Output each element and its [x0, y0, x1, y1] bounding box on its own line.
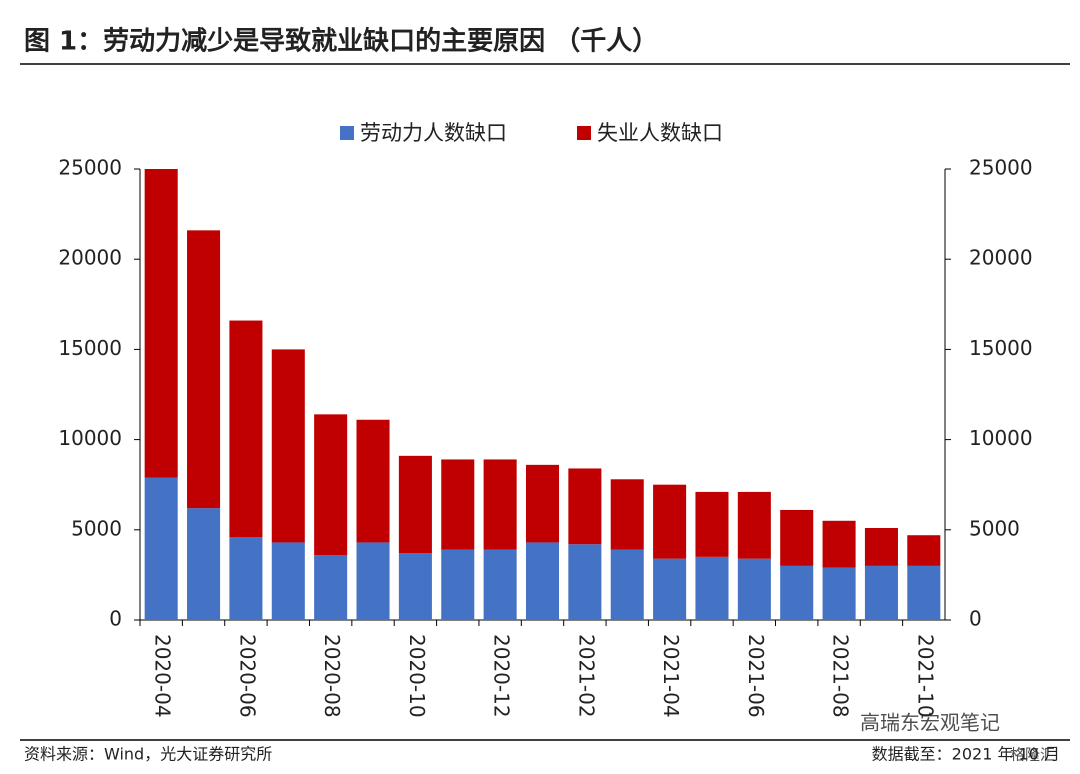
x-tick-label: 2020-08: [320, 634, 344, 718]
bar-segment: [653, 484, 687, 559]
x-tick-label: 2020-12: [490, 634, 514, 718]
bar-segment: [229, 537, 263, 620]
bar-segment: [229, 320, 263, 538]
bar-segment: [610, 479, 644, 550]
x-tick-label: 2020-10: [405, 634, 429, 718]
bar-segment: [737, 558, 771, 620]
y2-tick-label: 5000: [969, 516, 1020, 540]
x-tick-label: 2020-06: [235, 634, 259, 718]
x-tick-label: 2021-08: [829, 634, 853, 718]
bar-segment: [525, 542, 560, 620]
y-tick-label: 20000: [58, 246, 122, 270]
bar-segment: [483, 549, 517, 620]
legend-swatch: [340, 126, 354, 140]
bar-segment: [864, 565, 898, 620]
legend-label: 失业人数缺口: [597, 121, 723, 145]
bar-segment: [864, 527, 898, 566]
bar-segment: [822, 567, 856, 620]
note: 数据截至：2021 年 10 月: [872, 745, 1060, 764]
bar-segment: [822, 520, 856, 568]
bar-segment: [441, 549, 475, 620]
bar-segment: [356, 419, 390, 543]
bar-segment: [314, 414, 348, 556]
legend-swatch: [577, 126, 591, 140]
y2-tick-label: 10000: [969, 426, 1033, 450]
bar-segment: [314, 555, 348, 620]
legend-label: 劳动力人数缺口: [360, 121, 507, 145]
bar-segment: [907, 535, 941, 566]
bar-segment: [483, 459, 517, 550]
bar-segment: [144, 477, 178, 620]
y2-tick-label: 20000: [969, 246, 1033, 270]
bar-segment: [398, 455, 432, 554]
bar-segment: [907, 565, 941, 620]
x-tick-label: 2021-10: [913, 634, 937, 718]
bar-segment: [695, 556, 729, 620]
bar-segment: [441, 459, 475, 550]
bar-segment: [737, 491, 771, 559]
bar-segment: [525, 464, 560, 543]
y2-tick-label: 0: [969, 607, 982, 631]
bar-segment: [187, 230, 221, 509]
bar-segment: [695, 491, 729, 557]
bar-segment: [653, 558, 687, 620]
bar-segment: [144, 169, 178, 478]
x-tick-label: 2021-06: [744, 634, 768, 718]
x-tick-label: 2021-02: [574, 634, 598, 718]
x-tick-label: 2020-04: [151, 634, 175, 718]
y2-tick-label: 15000: [969, 336, 1033, 360]
bar-segment: [271, 542, 305, 620]
y2-tick-label: 25000: [969, 156, 1033, 180]
bar-segment: [780, 509, 814, 566]
bar-segment: [610, 549, 644, 620]
watermark: 格隆汇: [1010, 746, 1055, 764]
y-tick-label: 25000: [58, 156, 122, 180]
y-tick-label: 0: [109, 607, 122, 631]
bar-segment: [187, 508, 221, 620]
bar-segment: [780, 565, 814, 620]
y-tick-label: 5000: [71, 516, 122, 540]
bar-segment: [398, 553, 432, 620]
bar-segment: [356, 542, 390, 620]
bar-segment: [271, 349, 305, 543]
x-tick-label: 2021-04: [659, 634, 683, 718]
y-tick-label: 15000: [58, 336, 122, 360]
bar-segment: [568, 468, 602, 545]
watermark: 高瑞东宏观笔记: [860, 711, 1000, 735]
source: 资料来源：Wind，光大证券研究所: [24, 745, 272, 764]
chart-title: 图 1：劳动力减少是导致就业缺口的主要原因 （千人）: [24, 26, 658, 57]
bar-segment: [568, 544, 602, 620]
y-tick-label: 10000: [58, 426, 122, 450]
